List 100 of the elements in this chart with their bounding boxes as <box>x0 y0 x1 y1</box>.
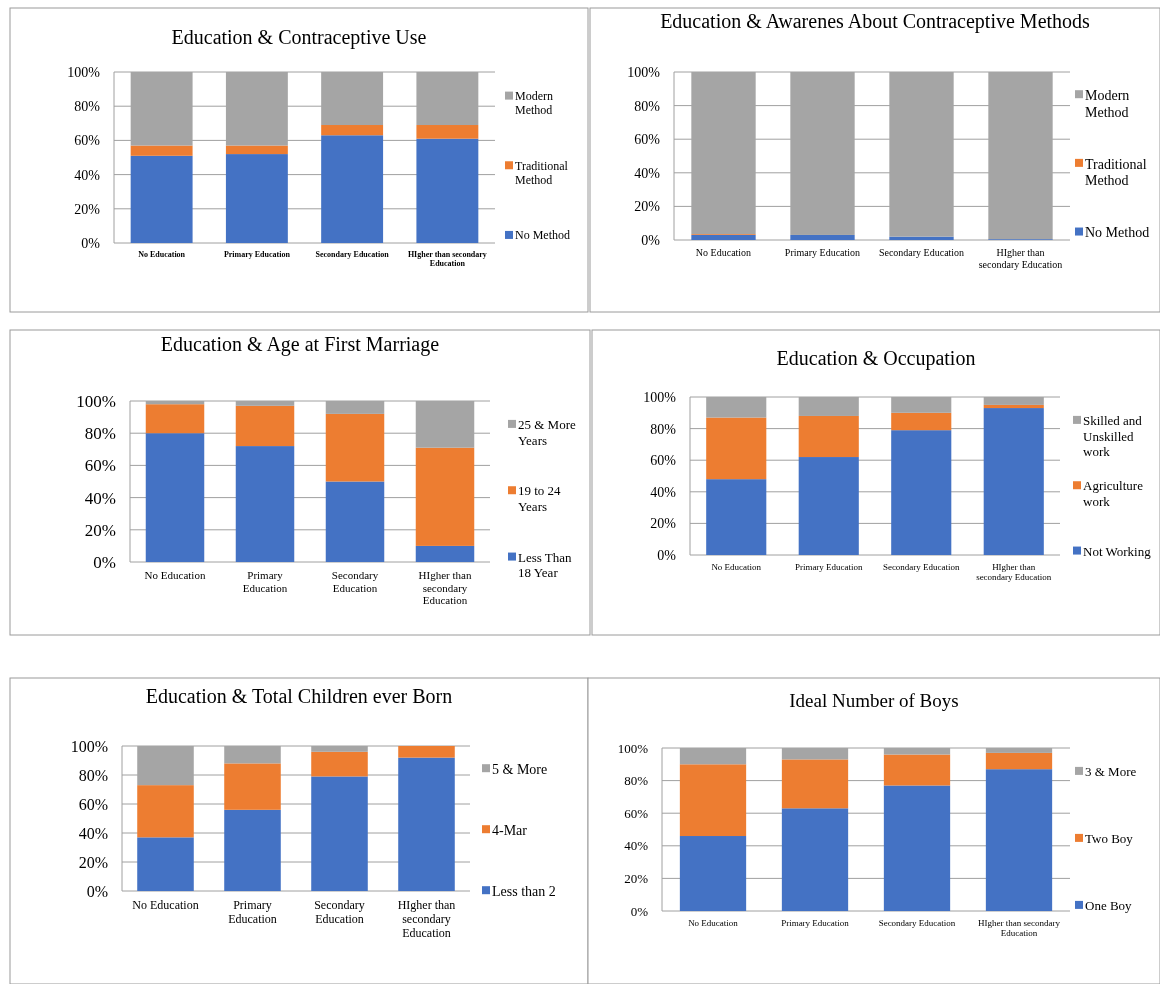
bar <box>145 404 205 434</box>
bar <box>415 447 475 546</box>
x-tick-label: No Education <box>144 569 206 581</box>
legend-label: Modern Method <box>515 89 553 118</box>
y-tick-label: 40% <box>74 167 101 183</box>
bar <box>321 125 384 136</box>
y-tick-label: 40% <box>650 484 677 500</box>
x-tick-label: Secondary Education <box>882 562 961 572</box>
y-tick-label: 60% <box>624 805 649 821</box>
bar <box>130 145 193 156</box>
bar <box>706 479 767 555</box>
legend-label: No Method <box>1085 225 1150 241</box>
x-tick-label: HIgher than secondary Education <box>978 247 1063 270</box>
bar <box>883 785 951 911</box>
bar <box>891 430 952 555</box>
x-tick-label: No Education <box>711 562 762 572</box>
bar <box>225 154 288 243</box>
x-tick-label: HIgher than secondary Education <box>976 562 1052 583</box>
chart-title: Education & Awarenes About Contraceptive Methods <box>660 10 1091 33</box>
bar <box>798 415 859 458</box>
y-tick-label: 0% <box>81 235 101 251</box>
legend-label: 25 & More Years <box>518 417 576 448</box>
x-tick-label: Primary Education <box>784 247 861 258</box>
bar <box>985 752 1053 770</box>
y-tick-label: 100% <box>627 64 661 80</box>
bar <box>416 125 479 139</box>
chart-title: Education & Total Children ever Born <box>145 685 453 707</box>
x-tick-label: Primary Education <box>242 569 288 594</box>
y-tick-label: 0% <box>86 882 108 900</box>
y-tick-label: 60% <box>650 453 677 469</box>
x-tick-label: HIgher than secondary Education <box>407 250 487 269</box>
y-tick-label: 40% <box>84 488 116 508</box>
legend-label: Traditional Method <box>1085 156 1147 189</box>
bar <box>137 837 194 891</box>
y-tick-label: 20% <box>634 199 661 215</box>
x-tick-label: No Education <box>138 250 186 259</box>
bar <box>235 446 295 562</box>
legend-label: Modern Method <box>1085 88 1130 120</box>
bar <box>130 155 193 243</box>
y-tick-label: 20% <box>650 516 677 532</box>
chart-title: Ideal Number of Boys <box>789 690 959 711</box>
y-tick-label: 100% <box>67 64 101 80</box>
y-tick-label: 60% <box>78 795 108 813</box>
bar <box>325 481 385 562</box>
y-tick-label: 60% <box>84 456 116 476</box>
legend-label: Traditional Method <box>515 158 569 188</box>
x-tick-label: No Education <box>688 918 739 928</box>
y-tick-label: 100% <box>76 391 116 411</box>
bar <box>679 836 747 911</box>
legend-label: Less than 2 <box>492 884 556 899</box>
y-tick-label: 0% <box>641 232 661 248</box>
y-tick-label: 80% <box>624 773 649 789</box>
legend-label: 3 & More <box>1085 764 1137 779</box>
x-tick-label: Primary Education <box>223 250 291 259</box>
y-tick-label: 0% <box>630 903 649 919</box>
bar <box>325 413 385 482</box>
y-tick-label: 20% <box>74 201 101 217</box>
legend-label: Agriculture work <box>1083 478 1144 509</box>
y-tick-label: 100% <box>70 737 108 755</box>
y-tick-label: 0% <box>657 547 677 563</box>
bar <box>225 145 288 155</box>
chart-title: Education & Occupation <box>776 347 976 370</box>
x-tick-label: Secondary Education <box>315 250 390 259</box>
bar <box>311 776 368 891</box>
x-tick-label: Primary Education <box>228 898 277 926</box>
y-tick-label: 100% <box>617 740 649 756</box>
y-tick-label: 80% <box>84 424 116 444</box>
legend-label: 19 to 24 Years <box>518 483 562 514</box>
y-tick-label: 20% <box>78 853 108 871</box>
y-tick-label: 80% <box>650 421 677 437</box>
y-tick-label: 80% <box>634 98 661 114</box>
chart-title: Education & Age at First Marriage <box>160 333 440 356</box>
bar <box>889 236 954 240</box>
x-tick-label: Secondary Education <box>314 898 365 926</box>
bar <box>321 135 384 243</box>
bar <box>790 234 855 240</box>
y-tick-label: 60% <box>634 132 661 148</box>
legend-label: No Method <box>515 228 570 243</box>
bar <box>798 457 859 555</box>
y-tick-label: 60% <box>74 133 101 149</box>
x-tick-label: No Education <box>132 898 199 912</box>
bar <box>224 763 281 810</box>
bar <box>398 757 455 891</box>
bar <box>137 785 194 838</box>
bar <box>706 417 767 480</box>
bar <box>145 433 205 562</box>
legend-label: Less Than 18 Year <box>518 549 573 581</box>
y-tick-label: 40% <box>78 824 108 842</box>
y-tick-label: 20% <box>624 870 649 886</box>
bar <box>983 408 1044 555</box>
y-tick-label: 80% <box>74 99 101 115</box>
bar <box>781 808 849 911</box>
bar <box>224 809 281 891</box>
bar <box>398 746 455 758</box>
legend-label: 4-Mar <box>492 823 528 838</box>
y-tick-label: 40% <box>634 165 661 181</box>
bar <box>781 759 849 809</box>
y-tick-label: 80% <box>78 766 108 784</box>
x-tick-label: Secondary Education <box>331 569 379 594</box>
legend-label: One Boy <box>1085 898 1133 913</box>
